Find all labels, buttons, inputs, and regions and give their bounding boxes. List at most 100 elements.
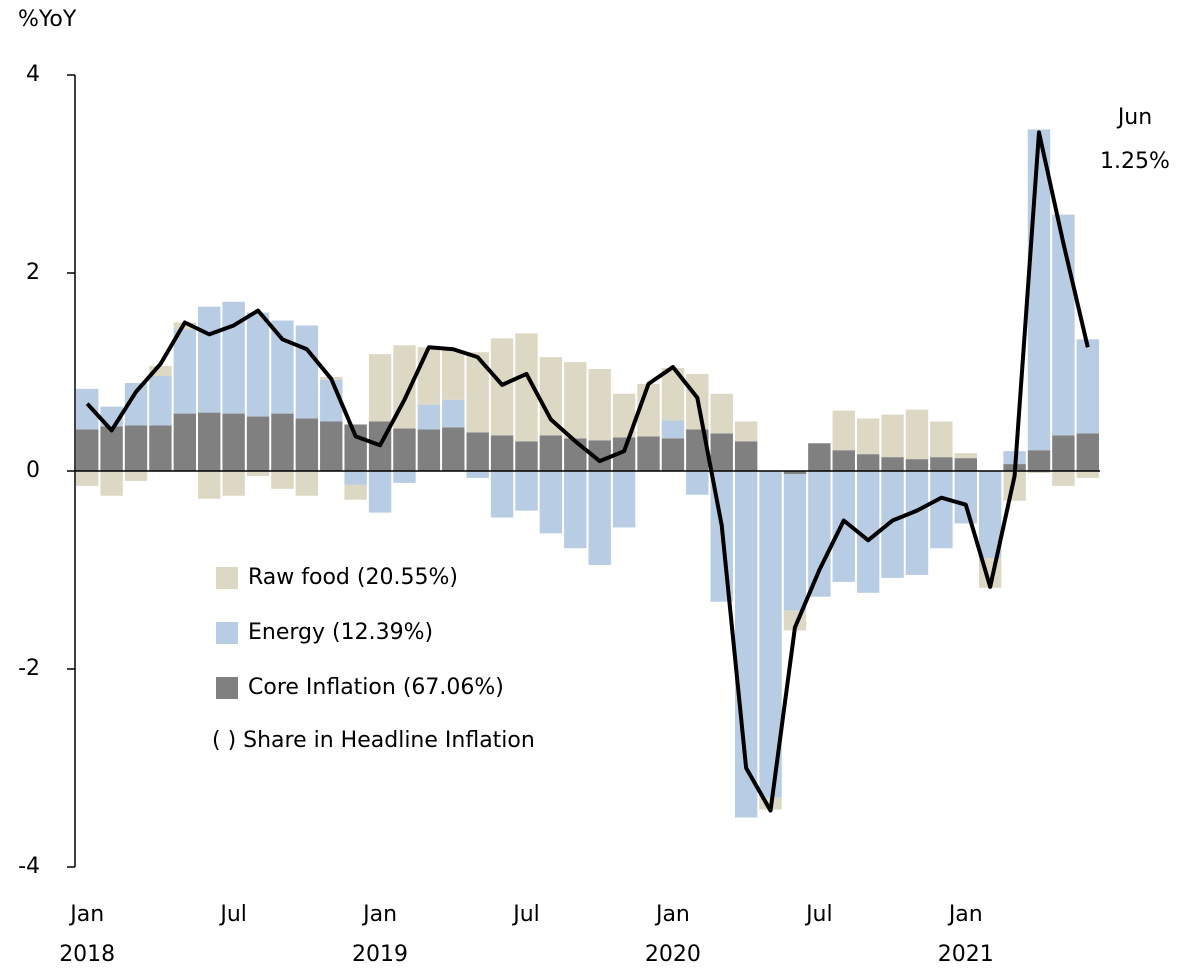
bar-segment <box>905 409 929 460</box>
bar-segment <box>612 437 636 471</box>
bar-segment <box>1076 433 1099 471</box>
x-year-label: 2021 <box>938 942 994 967</box>
bar-segment <box>222 413 245 471</box>
legend-swatch <box>216 567 238 589</box>
bar-segment <box>393 471 416 483</box>
bar-segment <box>490 435 514 471</box>
x-tick-label: Jul <box>511 902 540 927</box>
bar-segment <box>564 362 587 439</box>
bar-segment <box>783 471 807 474</box>
y-tick-label: -2 <box>18 656 40 681</box>
bar-segment <box>149 425 172 471</box>
bar-segment <box>710 393 733 434</box>
bar-segment <box>881 471 904 578</box>
y-tick-label: -4 <box>18 854 40 879</box>
bar-segment <box>76 429 99 471</box>
x-tick-label: Jan <box>68 902 104 927</box>
bar-segment <box>734 421 758 442</box>
bar-segment <box>954 471 977 524</box>
note: ( ) Share in Headline Inflation <box>212 728 535 753</box>
bar-segment <box>295 418 319 471</box>
bar-segment <box>124 471 148 481</box>
bar-segment <box>588 471 611 566</box>
bar-segment <box>515 441 538 471</box>
bar-segment <box>515 471 538 511</box>
bar-segment <box>856 471 880 593</box>
bar-segment <box>832 410 855 451</box>
bar-segment <box>539 357 563 436</box>
x-tick-label: Jan <box>361 902 397 927</box>
bar-segment <box>539 435 563 471</box>
bar-segment <box>515 333 538 442</box>
bar-segment <box>612 393 636 438</box>
bar-segment <box>271 320 294 414</box>
bar-segment <box>564 471 587 549</box>
bar-segment <box>905 471 929 575</box>
y-tick-label: 2 <box>26 260 40 285</box>
legend-label: Raw food (20.55%) <box>248 565 458 590</box>
bar-segment <box>490 471 514 518</box>
bar-segment <box>76 471 99 486</box>
bar-segment <box>198 306 221 413</box>
bar-segment <box>759 471 782 798</box>
bar-segment <box>417 347 441 405</box>
bar-segment <box>661 420 685 439</box>
x-tick-label: Jan <box>947 902 983 927</box>
bar-segment <box>930 457 953 471</box>
bar-segment <box>832 450 855 471</box>
bar-segment <box>466 352 489 433</box>
x-year-label: 2018 <box>59 942 115 967</box>
bar-segment <box>978 471 1002 559</box>
bar-segment <box>1027 129 1051 451</box>
bar-segment <box>588 440 611 471</box>
legend-swatch <box>216 677 238 699</box>
bar-segment <box>368 471 392 513</box>
bar-segment <box>905 459 929 471</box>
bar-segment <box>198 412 221 471</box>
bar-segment <box>76 388 99 430</box>
bar-segment <box>442 427 465 471</box>
legend-label: Energy (12.39%) <box>248 620 433 645</box>
bar-segment <box>124 425 148 471</box>
bar-segment <box>1076 339 1099 434</box>
bar-segment <box>100 471 123 496</box>
headline-line <box>85 130 1090 813</box>
bar-segment <box>442 350 465 400</box>
y-tick-label: 0 <box>26 458 40 483</box>
y-axis-label: %YoY <box>18 7 77 32</box>
bar-segment <box>100 426 123 471</box>
bar-segment <box>295 325 319 419</box>
bar-segment <box>368 354 392 422</box>
bar-segment <box>808 471 831 597</box>
bar-segment <box>246 416 270 471</box>
bar-segment <box>954 453 977 459</box>
bar-segment <box>661 368 685 421</box>
bar-segment <box>271 413 294 471</box>
bar-segment <box>222 471 245 496</box>
bar-segment <box>466 432 489 471</box>
x-tick-label: Jul <box>804 902 833 927</box>
bar-segment <box>881 414 904 458</box>
bar-segment <box>539 471 563 534</box>
bar-segment <box>222 301 245 414</box>
bar-segment <box>417 429 441 471</box>
x-tick-label: Jan <box>654 902 690 927</box>
bar-segment <box>1027 450 1051 471</box>
bar-segment <box>588 369 611 441</box>
bar-segment <box>320 421 343 471</box>
bar-segment <box>149 366 172 376</box>
bar-segment <box>783 473 807 611</box>
bar-segment <box>393 428 416 471</box>
bar-segment <box>1052 435 1075 471</box>
bar-segment <box>246 312 270 417</box>
bar-segment <box>930 471 953 549</box>
bar-segment <box>954 458 977 471</box>
bar-segment <box>856 454 880 471</box>
bar-segment <box>344 471 367 485</box>
bar-segment <box>612 471 636 528</box>
bar-segment <box>1027 471 1051 473</box>
bar-segment <box>734 441 758 471</box>
bar-segment <box>271 471 294 489</box>
bar-segment <box>637 436 660 471</box>
